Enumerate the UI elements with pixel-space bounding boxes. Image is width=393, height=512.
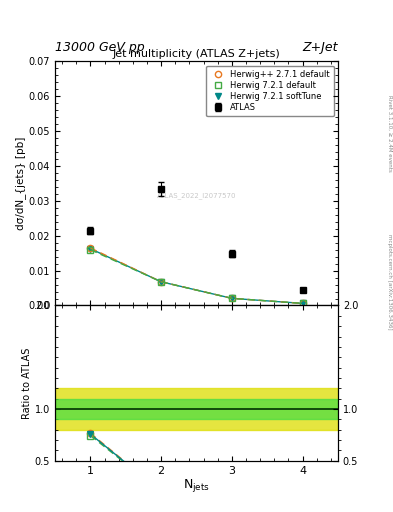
Herwig++ 2.7.1 default — [159, 279, 163, 285]
Herwig 7.2.1 softTune — [159, 279, 163, 285]
Herwig 7.2.1 default — [300, 301, 305, 307]
Legend: Herwig++ 2.7.1 default, Herwig 7.2.1 default, Herwig 7.2.1 softTune, ATLAS: Herwig++ 2.7.1 default, Herwig 7.2.1 def… — [206, 66, 334, 116]
Text: Rivet 3.1.10, ≥ 2.4M events: Rivet 3.1.10, ≥ 2.4M events — [387, 95, 392, 172]
Line: Herwig 7.2.1 default: Herwig 7.2.1 default — [87, 247, 306, 307]
Bar — [55, 399, 338, 419]
Text: Z+Jet: Z+Jet — [303, 41, 338, 54]
Y-axis label: dσ/dN_{jets} [pb]: dσ/dN_{jets} [pb] — [15, 137, 26, 230]
Text: 13000 GeV pp: 13000 GeV pp — [55, 41, 145, 54]
Y-axis label: Ratio to ATLAS: Ratio to ATLAS — [22, 348, 32, 419]
Herwig 7.2.1 softTune — [88, 246, 93, 252]
Herwig++ 2.7.1 default — [300, 301, 305, 307]
Line: Herwig++ 2.7.1 default: Herwig++ 2.7.1 default — [87, 245, 306, 307]
Text: mcplots.cern.ch [arXiv:1306.3436]: mcplots.cern.ch [arXiv:1306.3436] — [387, 234, 392, 329]
Herwig++ 2.7.1 default — [88, 245, 93, 251]
Herwig 7.2.1 default — [230, 295, 234, 302]
Title: Jet multiplicity (ATLAS Z+jets): Jet multiplicity (ATLAS Z+jets) — [113, 49, 280, 59]
X-axis label: N$_\mathregular{jets}$: N$_\mathregular{jets}$ — [183, 477, 210, 494]
Herwig 7.2.1 softTune — [230, 295, 234, 302]
Herwig 7.2.1 softTune — [300, 301, 305, 307]
Bar — [55, 388, 338, 430]
Line: Herwig 7.2.1 softTune: Herwig 7.2.1 softTune — [87, 246, 306, 307]
Herwig++ 2.7.1 default — [230, 295, 234, 302]
Text: ATLAS_2022_I2077570: ATLAS_2022_I2077570 — [157, 193, 236, 199]
Herwig 7.2.1 default — [88, 247, 93, 253]
Herwig 7.2.1 default — [159, 279, 163, 285]
